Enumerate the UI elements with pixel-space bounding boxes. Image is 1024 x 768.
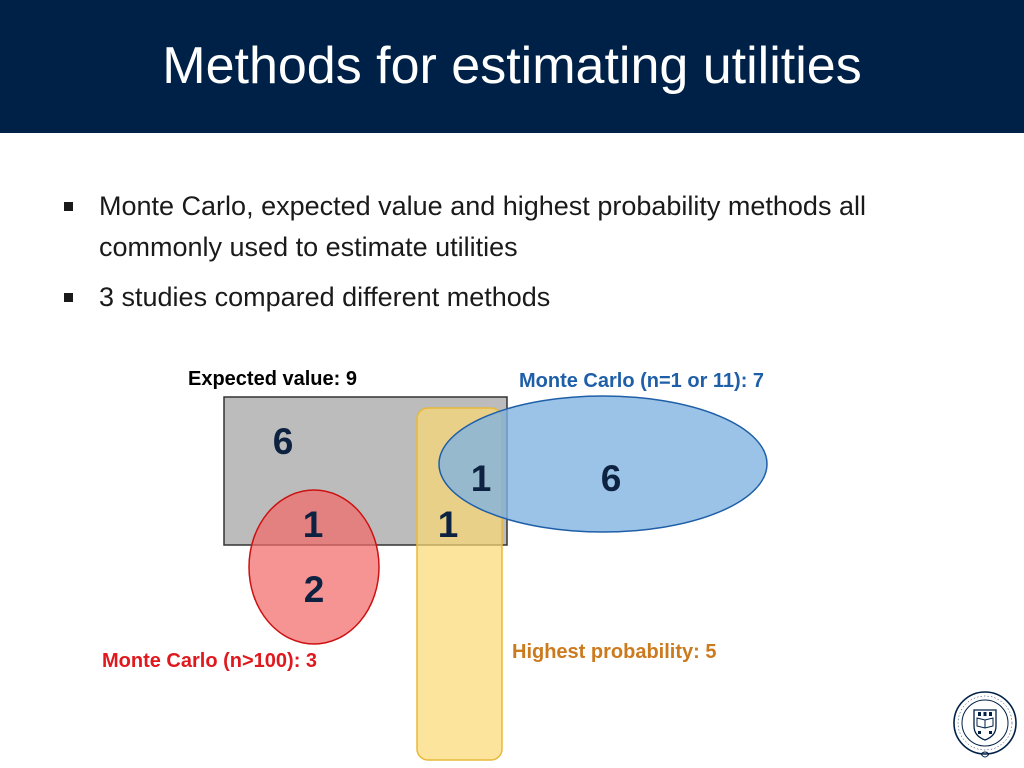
monte-carlo-large-region [248,489,380,645]
count-expected-only: 6 [273,421,294,462]
bullet-text: 3 studies compared different methods [99,282,551,312]
monte-carlo-small-label: Monte Carlo (n=1 or 11): 7 [519,370,764,392]
count-expected-mc-small-highest: 1 [471,458,492,499]
highest-probability-label: Highest probability: 5 [512,641,716,663]
bullet-item: 3 studies compared different methods [62,277,982,318]
expected-value-label: Expected value: 9 [188,368,357,390]
monte-carlo-small-region [438,395,768,533]
bullet-list: Monte Carlo, expected value and highest … [62,186,982,327]
oxford-university-seal-icon [953,691,1017,758]
title-bar [0,0,1024,133]
bullet-square-icon [64,202,73,211]
count-mc-small-only: 6 [601,458,622,499]
count-expected-highest: 1 [438,504,459,545]
monte-carlo-large-label: Monte Carlo (n>100): 3 [102,650,317,672]
bullet-text: Monte Carlo, expected value and highest … [99,191,866,262]
slide-title: Methods for estimating utilities [162,37,862,95]
bullet-item: Monte Carlo, expected value and highest … [62,186,982,268]
count-expected-mc-large: 1 [303,504,324,545]
bullet-square-icon [64,293,73,302]
count-mc-large-only: 2 [304,569,325,610]
